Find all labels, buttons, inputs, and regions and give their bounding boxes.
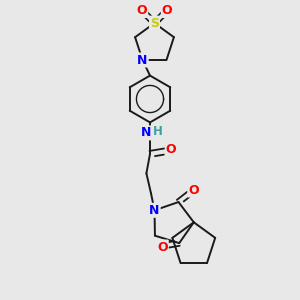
Text: O: O: [136, 4, 147, 17]
Text: N: N: [149, 204, 160, 217]
Text: H: H: [153, 125, 162, 139]
Text: O: O: [162, 4, 172, 17]
Text: N: N: [137, 53, 148, 67]
Text: O: O: [157, 241, 168, 254]
Text: N: N: [141, 126, 152, 140]
Text: O: O: [166, 143, 176, 156]
Text: O: O: [188, 184, 199, 196]
Text: S: S: [150, 16, 159, 30]
